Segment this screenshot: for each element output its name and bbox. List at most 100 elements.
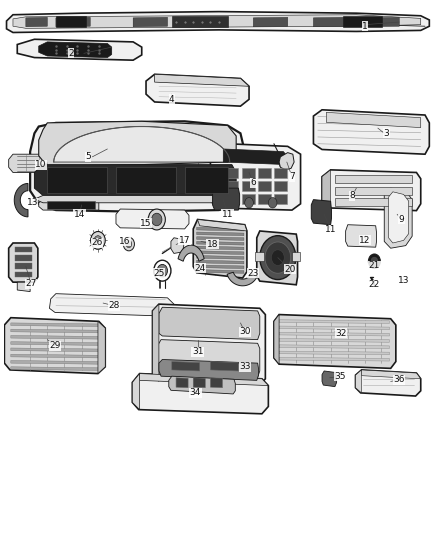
Polygon shape xyxy=(361,370,421,379)
Polygon shape xyxy=(223,149,288,165)
Polygon shape xyxy=(26,18,47,27)
Polygon shape xyxy=(258,195,271,204)
Text: 4: 4 xyxy=(169,95,175,104)
Polygon shape xyxy=(197,270,244,273)
Circle shape xyxy=(148,209,166,230)
Text: 18: 18 xyxy=(207,239,218,248)
Text: 1: 1 xyxy=(362,22,368,31)
Text: 29: 29 xyxy=(49,342,61,350)
Polygon shape xyxy=(197,251,244,254)
Circle shape xyxy=(152,213,162,226)
Circle shape xyxy=(91,231,105,249)
Polygon shape xyxy=(11,329,99,333)
Polygon shape xyxy=(197,241,244,245)
Polygon shape xyxy=(14,183,28,217)
Polygon shape xyxy=(30,122,245,212)
Polygon shape xyxy=(242,168,254,177)
Text: 27: 27 xyxy=(25,279,37,288)
Polygon shape xyxy=(172,17,228,27)
Polygon shape xyxy=(279,152,294,170)
Polygon shape xyxy=(17,39,142,60)
Polygon shape xyxy=(13,15,421,28)
Polygon shape xyxy=(226,168,238,177)
Polygon shape xyxy=(279,326,389,330)
Polygon shape xyxy=(258,181,271,191)
Text: 2: 2 xyxy=(68,49,74,58)
Polygon shape xyxy=(197,255,244,259)
Circle shape xyxy=(221,198,230,208)
Text: 34: 34 xyxy=(190,389,201,398)
Text: 11: 11 xyxy=(325,225,336,235)
Polygon shape xyxy=(17,282,30,292)
Polygon shape xyxy=(346,225,377,247)
Polygon shape xyxy=(11,335,99,339)
Polygon shape xyxy=(226,181,238,191)
Circle shape xyxy=(260,236,296,280)
Circle shape xyxy=(272,250,284,265)
Polygon shape xyxy=(49,294,174,316)
Polygon shape xyxy=(198,220,247,231)
Polygon shape xyxy=(172,361,200,371)
Polygon shape xyxy=(15,247,32,253)
Polygon shape xyxy=(292,253,300,261)
Polygon shape xyxy=(197,260,244,264)
Polygon shape xyxy=(311,200,332,225)
Polygon shape xyxy=(253,18,288,27)
Text: 21: 21 xyxy=(369,261,380,270)
Polygon shape xyxy=(356,370,361,393)
Text: 33: 33 xyxy=(239,362,251,372)
Text: 6: 6 xyxy=(251,179,256,188)
Polygon shape xyxy=(255,253,264,261)
Polygon shape xyxy=(389,192,409,243)
Polygon shape xyxy=(343,17,382,27)
Text: 31: 31 xyxy=(192,347,203,356)
Polygon shape xyxy=(258,168,271,177)
Polygon shape xyxy=(279,320,389,324)
Circle shape xyxy=(368,254,380,269)
Polygon shape xyxy=(11,348,99,352)
Polygon shape xyxy=(193,378,205,387)
Polygon shape xyxy=(242,181,254,191)
Text: 13: 13 xyxy=(27,198,38,207)
Polygon shape xyxy=(39,200,99,210)
Polygon shape xyxy=(116,167,176,193)
Polygon shape xyxy=(274,181,287,191)
Polygon shape xyxy=(11,360,99,364)
Polygon shape xyxy=(279,338,389,342)
Polygon shape xyxy=(314,110,429,154)
Polygon shape xyxy=(322,371,337,386)
Polygon shape xyxy=(35,196,236,203)
Polygon shape xyxy=(314,18,348,27)
Polygon shape xyxy=(158,340,260,377)
Text: 32: 32 xyxy=(336,329,347,338)
Polygon shape xyxy=(39,122,236,166)
Text: 26: 26 xyxy=(91,238,102,247)
Polygon shape xyxy=(11,323,99,327)
Polygon shape xyxy=(39,42,112,58)
Polygon shape xyxy=(155,74,249,86)
Polygon shape xyxy=(159,359,258,381)
Polygon shape xyxy=(116,209,189,229)
Polygon shape xyxy=(274,168,287,177)
Polygon shape xyxy=(171,238,184,254)
Text: 16: 16 xyxy=(119,237,131,246)
Polygon shape xyxy=(197,232,244,236)
Text: 12: 12 xyxy=(359,236,371,245)
Polygon shape xyxy=(197,237,244,240)
Polygon shape xyxy=(185,167,228,193)
Text: 25: 25 xyxy=(153,269,165,278)
Polygon shape xyxy=(279,358,389,361)
Polygon shape xyxy=(176,378,188,387)
Text: 8: 8 xyxy=(349,191,355,200)
Text: 24: 24 xyxy=(194,263,205,272)
Circle shape xyxy=(265,242,291,273)
Polygon shape xyxy=(132,374,268,414)
Polygon shape xyxy=(56,17,86,27)
Polygon shape xyxy=(11,367,99,370)
Polygon shape xyxy=(279,345,389,349)
Polygon shape xyxy=(15,255,32,261)
Polygon shape xyxy=(185,18,228,27)
Polygon shape xyxy=(169,376,235,394)
Polygon shape xyxy=(140,374,268,385)
Polygon shape xyxy=(227,272,257,286)
